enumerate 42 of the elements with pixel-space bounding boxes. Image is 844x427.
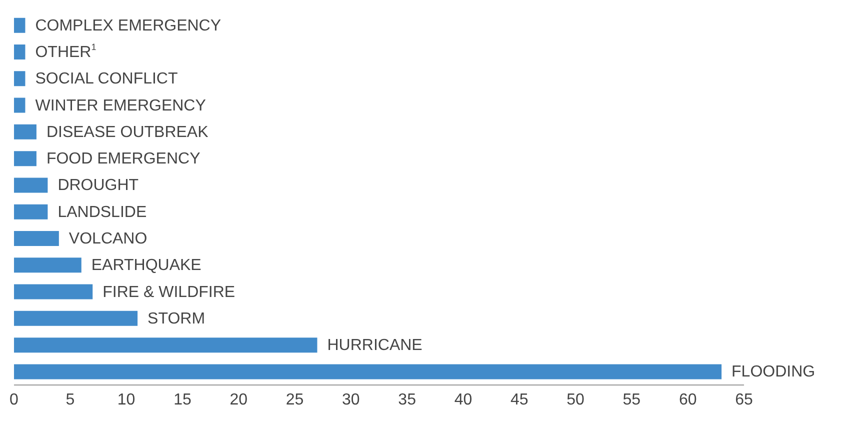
bar (14, 18, 26, 33)
x-tick-label: 40 (454, 391, 472, 408)
bar (14, 98, 26, 113)
y-tick-label: HURRICANE (327, 336, 422, 354)
bar (14, 204, 48, 220)
x-tick-label: 60 (678, 391, 697, 408)
bar (14, 44, 26, 60)
x-tick-label: 0 (10, 391, 19, 408)
x-tick-label: 15 (174, 391, 192, 408)
x-tick-label: 45 (510, 391, 528, 408)
x-tick-label: 55 (622, 391, 641, 408)
x-tick-label: 25 (286, 391, 304, 408)
bar (14, 364, 722, 380)
bar (14, 151, 36, 166)
bar (14, 338, 318, 353)
y-tick-label: VOLCANO (68, 230, 148, 248)
bar (14, 124, 36, 140)
x-tick-label: 10 (117, 391, 136, 408)
bar (14, 231, 59, 246)
y-tick-label: FIRE & WILDFIRE (102, 283, 236, 300)
bar (14, 178, 48, 193)
x-tick-label: 5 (66, 391, 75, 408)
y-tick-label: FLOODING (732, 363, 816, 380)
x-tick-label: 50 (566, 391, 585, 408)
bar (14, 71, 26, 86)
y-tick-label: EARTHQUAKE (91, 256, 202, 274)
y-tick-label: LANDSLIDE (58, 203, 147, 220)
y-tick-label: STORM (148, 310, 206, 327)
x-tick-label: 65 (735, 391, 753, 408)
x-tick-label: 30 (342, 391, 360, 408)
y-tick-label: DROUGHT (58, 176, 139, 194)
y-tick-label: OTHER$^{1}$ (35, 42, 96, 61)
x-tick-label: 20 (230, 391, 248, 408)
y-tick-label: SOCIAL CONFLICT (35, 70, 178, 88)
y-tick-label: WINTER EMERGENCY (35, 96, 206, 114)
bar (14, 258, 82, 273)
bar (14, 310, 138, 326)
y-tick-label: COMPLEX EMERGENCY (35, 16, 222, 34)
x-tick-label: 35 (398, 391, 416, 408)
bar (14, 284, 93, 300)
y-tick-label: DISEASE OUTBREAK (46, 123, 209, 140)
y-tick-label: FOOD EMERGENCY (46, 150, 201, 168)
